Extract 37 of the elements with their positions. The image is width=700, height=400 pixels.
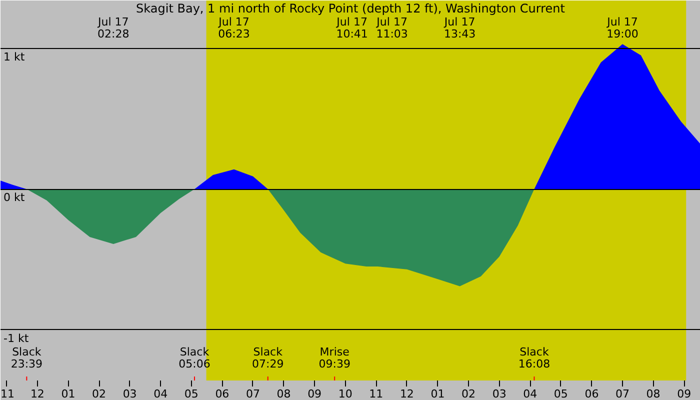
annotation: Jul 17 19:00 (606, 16, 638, 40)
x-tick-label: 03 (122, 388, 137, 400)
x-tick-label: 09 (308, 388, 322, 400)
x-tick-label: 05 (184, 388, 198, 400)
y-tick-label: 0 kt (4, 191, 26, 204)
x-tick-label: 04 (523, 388, 538, 400)
x-tick-label: 02 (92, 388, 106, 400)
x-tick-label: 02 (462, 388, 476, 400)
annotation: Jul 17 10:41 (336, 16, 368, 40)
x-tick-label: 01 (61, 388, 76, 400)
x-tick-label: 11 (0, 388, 14, 400)
x-tick-label: 03 (492, 388, 506, 400)
chart-title: Skagit Bay, 1 mi north of Rocky Point (depth 12 ft), Washington Current (136, 2, 566, 16)
annotation: Slack 23:39 (10, 346, 43, 370)
annotation: Jul 17 02:28 (97, 16, 130, 40)
annotation: Slack 16:08 (518, 346, 550, 370)
x-tick-label: 08 (646, 388, 660, 400)
x-tick-label: 08 (276, 388, 291, 400)
annotation: Jul 17 11:03 (376, 16, 408, 40)
x-tick-label: 06 (215, 388, 230, 400)
x-tick-label: 06 (584, 388, 599, 400)
annotation: Slack 07:29 (252, 346, 284, 370)
x-tick-label: 07 (246, 388, 260, 400)
annotation: Jul 17 13:43 (443, 16, 476, 40)
x-tick-label: 01 (430, 388, 445, 400)
x-tick-label: 10 (338, 388, 352, 400)
annotation: Mrise 09:39 (318, 346, 350, 370)
annotation: Jul 17 06:23 (218, 16, 250, 40)
y-tick-label: 1 kt (4, 50, 26, 64)
x-tick-label: 12 (400, 388, 414, 400)
x-tick-label: 04 (154, 388, 168, 400)
x-tick-label: 07 (615, 388, 630, 400)
x-tick-label: 12 (30, 388, 44, 400)
x-tick-label: 05 (554, 388, 568, 400)
y-tick-label: -1 kt (4, 332, 30, 345)
x-tick-label: 11 (369, 388, 384, 400)
x-tick-label: 09 (677, 388, 692, 400)
